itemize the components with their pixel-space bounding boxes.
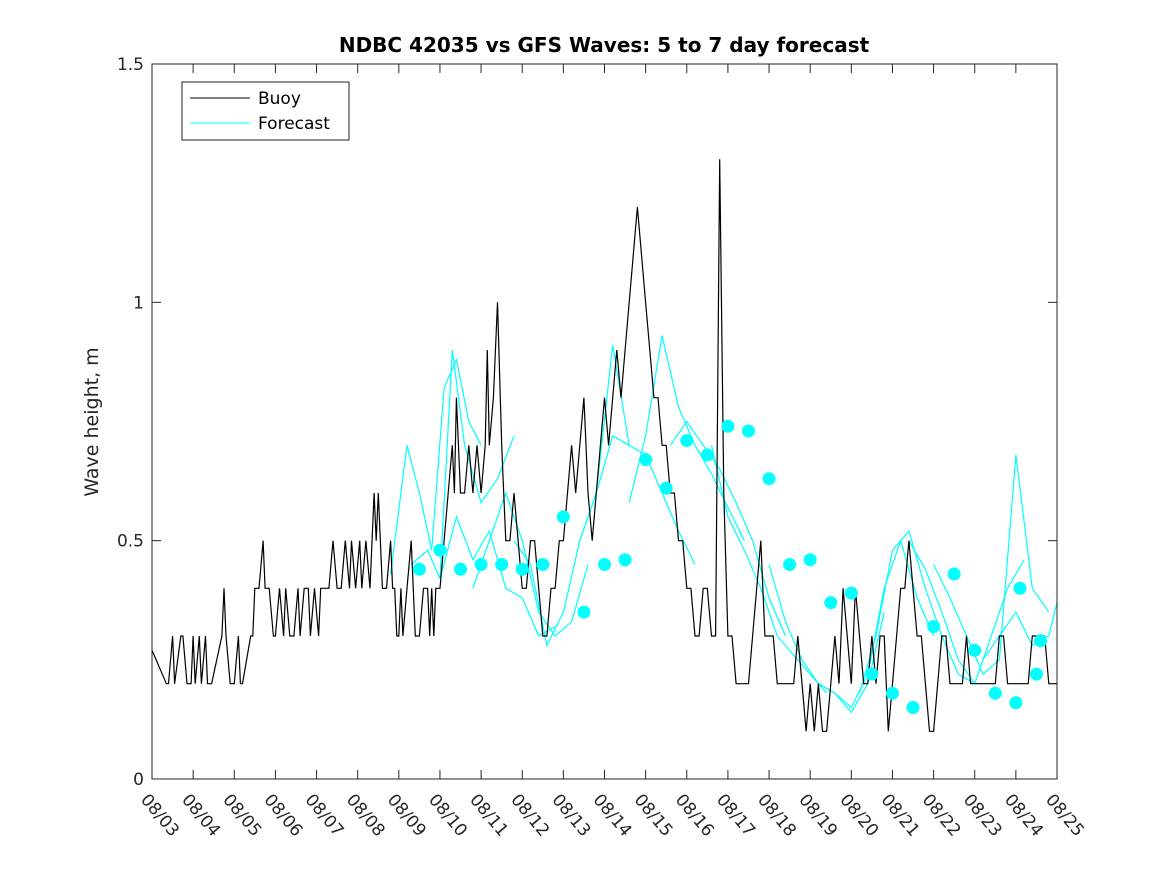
forecast-marker (1034, 634, 1048, 648)
forecast-marker (618, 553, 632, 567)
x-tick-labels: 08/0308/0408/0508/0608/0708/0808/0908/10… (136, 790, 1088, 840)
forecast-line-9 (768, 564, 885, 714)
forecast-marker (639, 453, 653, 467)
y-axis-title: Wave height, m (81, 347, 103, 496)
forecast-marker (556, 510, 570, 524)
forecast-line-5 (579, 434, 696, 565)
x-tick-label: 08/12 (506, 790, 553, 840)
axes (151, 63, 1058, 780)
x-tick-label: 08/20 (835, 790, 882, 840)
legend-box (181, 81, 350, 141)
x-tick-label: 08/19 (794, 790, 841, 840)
forecast-marker (577, 605, 591, 619)
forecast-marker (1009, 696, 1023, 710)
y-tick-label: 1 (133, 293, 144, 313)
forecast-marker (741, 424, 755, 438)
legend-forecast-label: Forecast (258, 114, 330, 134)
forecast-marker (803, 553, 817, 567)
forecast-marker (700, 448, 714, 462)
forecast-marker (721, 419, 735, 433)
x-tick-label: 08/22 (918, 790, 965, 840)
forecast-marker (947, 567, 961, 581)
forecast-marker (536, 558, 550, 571)
y-tick-label: 0.5 (117, 532, 144, 552)
forecast-marker (515, 562, 529, 576)
x-tick-label: 08/09 (383, 790, 430, 840)
chart-title: NDBC 42035 vs GFS Waves: 5 to 7 day fore… (339, 33, 870, 57)
x-tick-label: 08/13 (548, 790, 595, 840)
plot-lines (151, 159, 1058, 732)
forecast-line-7 (669, 420, 787, 637)
x-tick-label: 08/04 (177, 790, 224, 840)
forecast-marker (1029, 667, 1043, 681)
forecast-line-13 (933, 454, 1050, 676)
forecast-marker (433, 543, 447, 557)
forecast-marker (659, 481, 673, 495)
y-tick-label: 1.5 (117, 55, 144, 75)
forecast-line-6 (628, 335, 745, 541)
forecast-marker (927, 619, 941, 633)
forecast-marker (824, 596, 838, 610)
y-tick-label: 0 (133, 770, 144, 790)
forecast-marker (454, 562, 468, 576)
forecast-marker (680, 434, 694, 448)
x-tick-label: 08/07 (301, 790, 348, 840)
forecast-marker (988, 686, 1002, 700)
forecast-marker (412, 562, 426, 576)
forecast-marker (865, 667, 879, 681)
x-tick-label: 08/10 (424, 790, 471, 840)
y-tick-labels: 0 0.5 1 1.5 (117, 55, 144, 790)
x-tick-label: 08/11 (465, 790, 512, 840)
forecast-line-3 (472, 491, 589, 637)
forecast-marker (783, 558, 797, 571)
x-tick-label: 08/23 (959, 790, 1006, 840)
x-tick-label: 08/25 (1041, 790, 1088, 840)
x-tick-label: 08/08 (342, 790, 389, 840)
forecast-line-11 (858, 529, 976, 694)
forecast-line-0 (390, 357, 482, 575)
plot-markers (412, 419, 1048, 714)
forecast-marker (968, 643, 982, 657)
x-tick-label: 08/05 (218, 790, 265, 840)
x-tick-label: 08/24 (1000, 790, 1047, 840)
legend: Buoy Forecast (181, 81, 350, 141)
x-tick-label: 08/14 (589, 790, 636, 840)
forecast-marker (1013, 581, 1027, 595)
buoy-line (151, 159, 1057, 732)
x-tick-label: 08/15 (630, 790, 677, 840)
forecast-marker (762, 472, 776, 486)
forecast-marker (474, 558, 488, 571)
forecast-marker (598, 558, 611, 571)
x-tick-label: 08/03 (136, 790, 183, 840)
forecast-marker (495, 558, 509, 571)
forecast-line-4 (513, 345, 630, 648)
legend-buoy-label: Buoy (258, 89, 301, 109)
forecast-marker (906, 701, 920, 714)
forecast-line-8 (710, 445, 828, 694)
forecast-marker (885, 686, 899, 700)
x-tick-label: 08/06 (260, 790, 307, 840)
x-tick-label: 08/21 (877, 790, 924, 840)
forecast-line-14 (982, 602, 1058, 661)
forecast-line-1 (410, 349, 515, 580)
x-tick-label: 08/16 (671, 790, 718, 840)
forecast-marker (844, 586, 858, 600)
x-tick-label: 08/17 (712, 790, 759, 840)
x-tick-label: 08/18 (753, 790, 800, 840)
forecast-line-10 (818, 538, 935, 709)
